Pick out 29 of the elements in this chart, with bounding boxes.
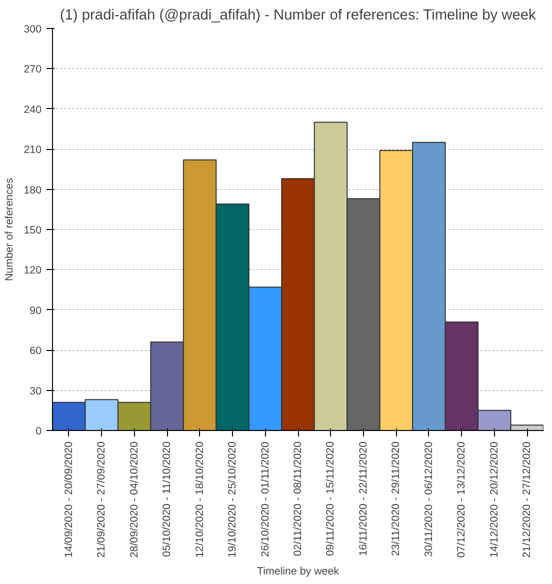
- x-tick-label: 19/10/2020 - 25/10/2020: [226, 441, 239, 558]
- x-axis-title: Timeline by week: [257, 566, 340, 578]
- x-tick-label: 23/11/2020 - 29/11/2020: [390, 441, 402, 556]
- x-tick-label: 05/10/2020 - 11/10/2020: [161, 441, 174, 557]
- chart-title: (1) pradi-afifah (@pradi_afifah) - Number of references: Timeline by week: [60, 8, 537, 24]
- x-tick-label: 14/09/2020 - 20/09/2020: [62, 441, 75, 558]
- x-tick-label: 21/12/2020 - 27/12/2020: [521, 441, 534, 558]
- x-tick-label: 26/10/2020 - 01/11/2020: [259, 441, 272, 557]
- y-tick-label: 120: [24, 264, 42, 277]
- y-tick-label: 300: [24, 24, 42, 36]
- x-tick-label: 14/12/2020 - 20/12/2020: [488, 441, 500, 558]
- y-tick-label: 60: [30, 345, 42, 358]
- y-tick-label: 90: [30, 304, 42, 317]
- x-tick-label: 30/11/2020 - 06/12/2020: [422, 441, 435, 557]
- y-tick-label: 30: [30, 385, 42, 398]
- x-tick-label: 21/09/2020 - 27/09/2020: [96, 441, 108, 558]
- y-axis-title: Number of references: [4, 178, 16, 282]
- x-tick-label: 02/11/2020 - 08/11/2020: [292, 441, 304, 556]
- y-tick-label: 240: [24, 104, 42, 116]
- x-tick-label: 16/11/2020 - 22/11/2020: [357, 441, 370, 556]
- y-tick-label: 180: [24, 184, 42, 196]
- x-tick-label: 09/11/2020 - 15/11/2020: [324, 441, 337, 556]
- x-tick-label: 12/10/2020 - 18/10/2020: [194, 441, 206, 558]
- y-tick-label: 210: [24, 144, 42, 156]
- x-tick-label: 07/12/2020 - 13/12/2020: [456, 441, 468, 558]
- y-tick-label: 150: [24, 224, 42, 236]
- y-tick-label: 0: [36, 426, 42, 438]
- y-tick-label: 270: [24, 64, 42, 76]
- x-tick-label: 28/09/2020 - 04/10/2020: [128, 441, 140, 558]
